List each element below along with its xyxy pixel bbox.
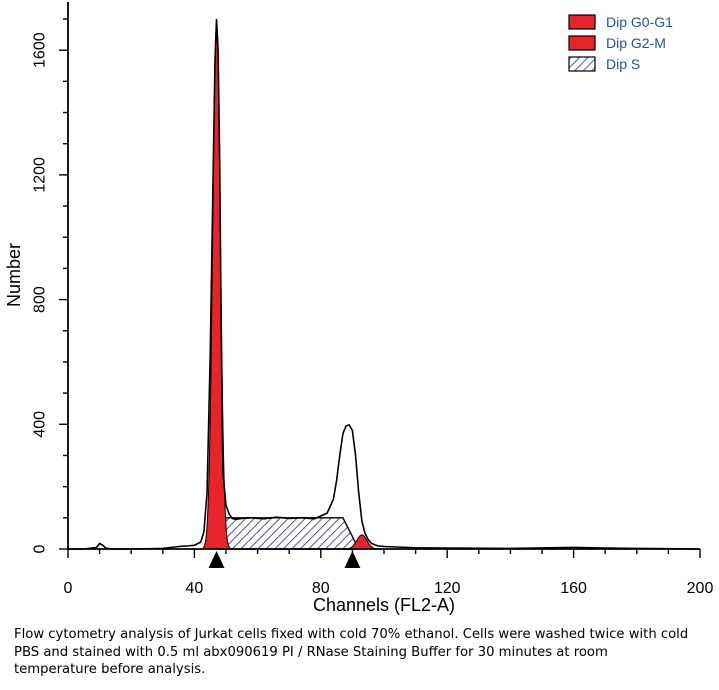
y-tick-label: 1600 (32, 32, 49, 68)
series-dip-g2-m-area (345, 534, 379, 550)
y-axis-label: Number (4, 243, 24, 307)
legend-label: Dip G2-M (606, 35, 666, 51)
series-dip-g0-g1-area (201, 25, 232, 550)
legend-swatch (568, 14, 596, 30)
x-axis-label: Channels (FL2-A) (313, 595, 455, 615)
peak-marker-triangle (344, 551, 361, 568)
y-tick-label: 1200 (32, 157, 49, 193)
y-tick-label: 400 (32, 411, 49, 438)
legend-label: Dip G0-G1 (606, 14, 673, 30)
series-dip-s-area (218, 517, 360, 550)
x-tick-label: 40 (186, 580, 204, 597)
legend: Dip G0-G1 Dip G2-M Dip S (568, 14, 673, 72)
x-tick-label: 80 (312, 580, 330, 597)
histogram-outline (68, 18, 701, 550)
legend-swatch (568, 56, 596, 72)
peak-marker-triangle (208, 551, 225, 568)
legend-label: Dip S (606, 56, 640, 72)
cell-cycle-histogram: 0 40 80 120 160 200 0 400 800 1200 1600 Channels (… (4, 2, 714, 615)
figure-caption: Flow cytometry analysis of Jurkat cells … (14, 627, 689, 677)
x-tick-label: 0 (64, 580, 73, 597)
y-tick-label: 800 (32, 286, 49, 313)
y-tick-label: 0 (32, 544, 49, 553)
x-tick-label: 200 (687, 580, 714, 597)
legend-swatch (568, 35, 596, 51)
x-tick-label: 160 (560, 580, 587, 597)
x-tick-label: 120 (434, 580, 461, 597)
